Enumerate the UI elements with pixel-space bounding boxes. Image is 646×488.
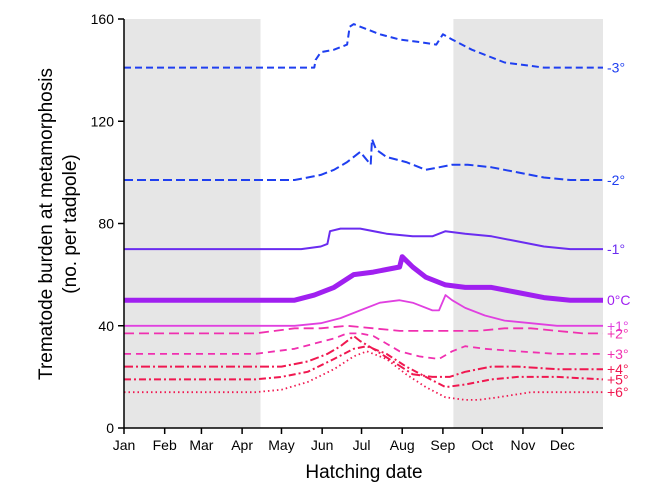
series-label-0c: 0°C	[607, 292, 631, 308]
x-tick-label: Dec	[550, 437, 575, 453]
series-label-minus-3: -3°	[607, 60, 625, 76]
x-tick-label: Jul	[353, 437, 371, 453]
series-line-0c	[124, 254, 603, 303]
series-line-plus-6	[124, 350, 603, 401]
series-line-plus-3	[124, 332, 603, 360]
series-line-minus-1	[124, 227, 603, 251]
series-line-minus-2	[124, 138, 603, 181]
series-line-plus-5	[124, 345, 604, 389]
y-tick-label: 80	[98, 216, 114, 232]
x-tick-label: Jun	[311, 437, 334, 453]
x-tick-label: Sep	[430, 437, 455, 453]
x-tick-label: Feb	[153, 437, 177, 453]
x-tick-label: May	[268, 437, 294, 453]
y-tick-label: 120	[91, 113, 115, 129]
series-label-plus-2: +2°	[607, 325, 629, 341]
series-label-minus-1: -1°	[607, 241, 625, 257]
series-label-minus-2: -2°	[607, 172, 625, 188]
y-tick-label: 160	[91, 11, 115, 27]
x-tick-label: Oct	[471, 437, 493, 453]
x-tick-label: Mar	[189, 437, 213, 453]
x-tick-label: Jan	[113, 437, 136, 453]
x-tick-label: Apr	[231, 437, 253, 453]
seasonal-shading	[124, 19, 603, 428]
series-label-plus-3: +3°	[607, 346, 629, 362]
series-label-plus-5: +5°	[607, 371, 629, 387]
shaded-period-0	[124, 19, 261, 428]
series-label-plus-6: +6°	[607, 384, 629, 400]
axes: 0 40 80 120 160 Jan Feb Mar Apr May Jun Jul Aug Sep Oc…	[91, 11, 603, 453]
y-tick-label: 40	[98, 318, 114, 334]
shaded-period-1	[453, 19, 603, 428]
x-tick-label: Nov	[510, 437, 535, 453]
series-line-plus-2	[124, 324, 603, 335]
series-labels: -3° -2° -1° 0°C +1°+2° +3°+4°+5°+6°	[607, 60, 631, 401]
y-axis-subtitle: (no. per tadpole)	[60, 154, 81, 293]
series-line-plus-1	[124, 294, 603, 327]
y-axis-title: Trematode burden at metamorphosis	[36, 68, 57, 380]
y-tick-label: 0	[106, 420, 114, 436]
x-axis-title: Hatching date	[305, 462, 422, 483]
series-line-minus-3	[124, 23, 603, 69]
x-tick-label: Aug	[390, 437, 415, 453]
series-label-plus-1: +1°	[607, 318, 629, 334]
series-lines	[124, 23, 604, 401]
series-label-plus-4: +4°	[607, 361, 629, 377]
